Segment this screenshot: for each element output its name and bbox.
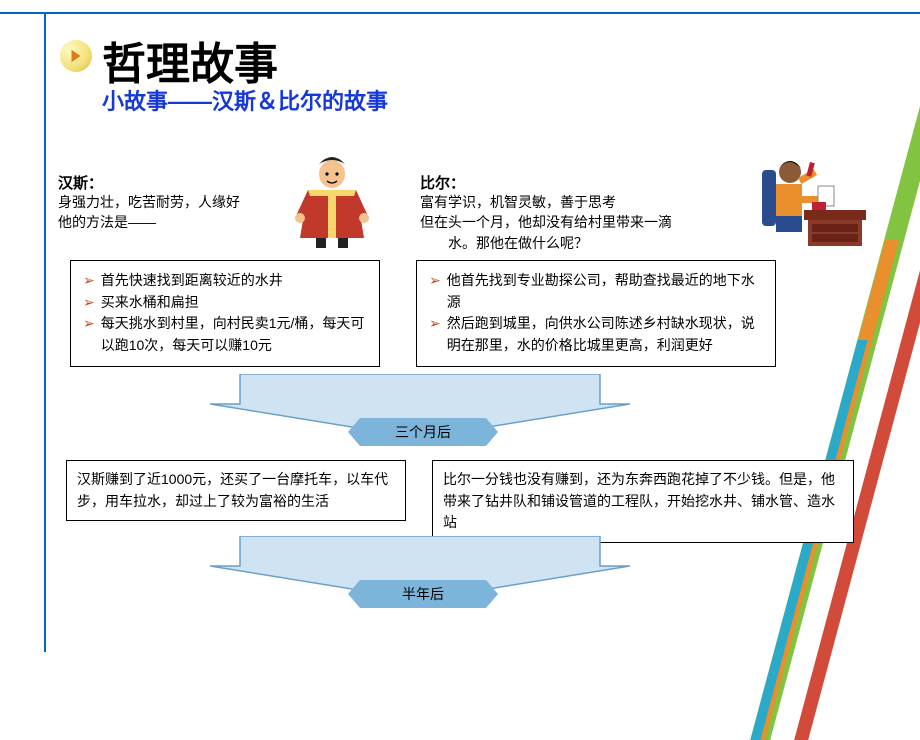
bill-name: 比尔： [420,172,465,193]
bill-desc: 富有学识，机智灵敏，善于思考 但在头一个月，他却没有给村里带来一滴 水。那他在做… [420,192,750,253]
hans-name: 汉斯： [58,172,103,193]
hans-bullet-box: ➢首先快速找到距离较近的水井➢买来水桶和扁担➢每天挑水到村里，向村民卖1元/桶，… [70,260,380,367]
bullet-arrow-icon: ➢ [83,270,95,292]
bullet-text: 每天挑水到村里，向村民卖1元/桶，每天可以跑10次，每天可以赚10元 [101,313,367,356]
bill-figure [760,148,870,261]
page-subtitle: 小故事——汉斯＆比尔的故事 [102,84,388,116]
bullet-text: 买来水桶和扁担 [101,292,199,314]
bill-after3m: 比尔一分钱也没有赚到，还为东奔西跑花掉了不少钱。但是，他带来了钻井队和铺设管道的… [432,460,854,543]
banner-halfyear: 半年后 [348,580,498,608]
bill-bullet-box: ➢他首先找到专业勘探公司，帮助查找最近的地下水源➢然后跑到城里，向供水公司陈述乡… [416,260,776,367]
bullet-arrow-icon: ➢ [429,270,441,313]
bullet-text: 然后跑到城里，向供水公司陈述乡村缺水现状，说明在那里，水的价格比城里更高，利润更… [447,313,763,356]
hans-desc: 身强力壮，吃苦耐劳，人缘好 他的方法是—— [58,192,278,233]
bullet-arrow-icon: ➢ [83,292,95,314]
bullet-text: 他首先找到专业勘探公司，帮助查找最近的地下水源 [447,270,763,313]
bullet-arrow-icon: ➢ [429,313,441,356]
left-rule [44,12,46,652]
arrow-bullet-icon [60,40,92,72]
bullet-text: 首先快速找到距离较近的水井 [101,270,283,292]
hans-after3m: 汉斯赚到了近1000元，还买了一台摩托车，以车代步，用车拉水，却过上了较为富裕的… [66,460,406,521]
banner-3months: 三个月后 [348,418,498,446]
top-rule [0,12,920,14]
hans-figure [288,152,376,257]
bullet-arrow-icon: ➢ [83,313,95,356]
page-title: 哲理故事 [102,28,278,92]
